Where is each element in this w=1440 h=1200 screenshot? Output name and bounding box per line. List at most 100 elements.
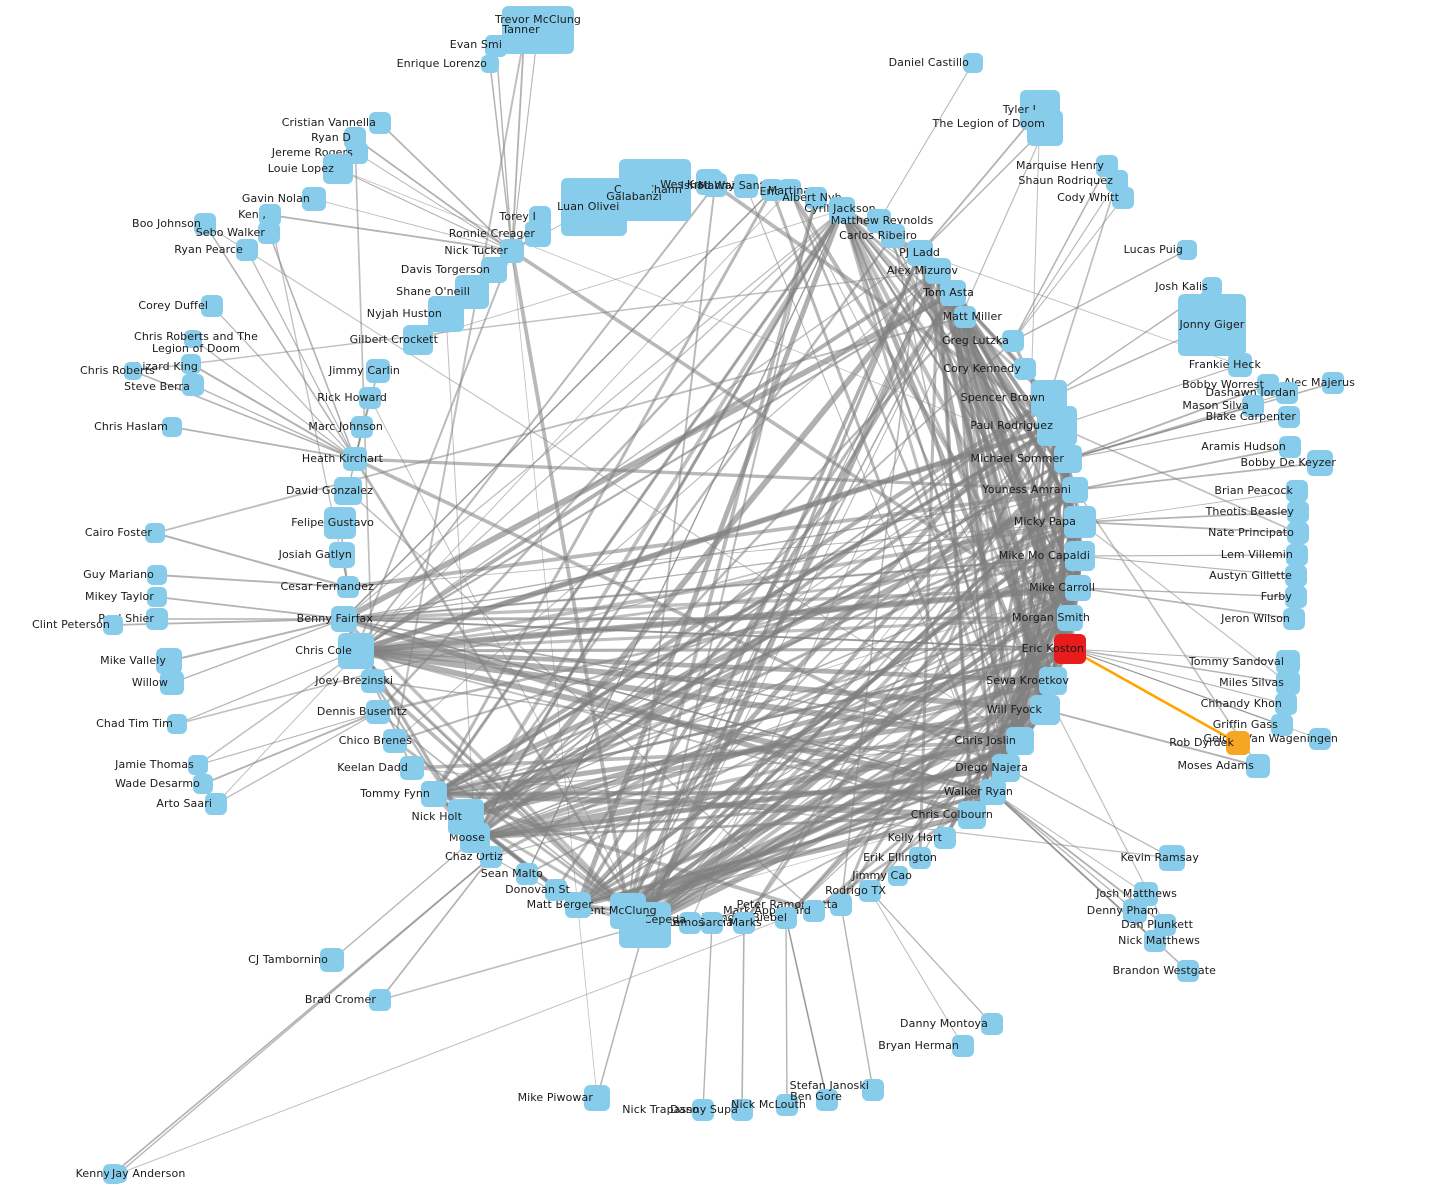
graph-node[interactable] bbox=[448, 799, 484, 835]
graph-node[interactable] bbox=[859, 880, 881, 902]
graph-node[interactable] bbox=[1286, 544, 1308, 566]
graph-node[interactable] bbox=[1246, 754, 1270, 778]
graph-node[interactable] bbox=[359, 387, 381, 409]
graph-node[interactable] bbox=[1057, 605, 1083, 631]
graph-node[interactable] bbox=[162, 417, 182, 437]
graph-node[interactable] bbox=[194, 213, 216, 235]
graph-node[interactable] bbox=[862, 1079, 884, 1101]
graph-node[interactable] bbox=[958, 801, 986, 829]
graph-node[interactable] bbox=[331, 606, 357, 632]
graph-node[interactable] bbox=[485, 35, 507, 57]
graph-node[interactable] bbox=[1106, 170, 1128, 192]
graph-node[interactable] bbox=[776, 1094, 798, 1116]
graph-node[interactable] bbox=[1027, 110, 1063, 146]
graph-node[interactable] bbox=[940, 280, 966, 306]
graph-node[interactable] bbox=[481, 55, 499, 73]
graph-node[interactable] bbox=[181, 354, 201, 374]
graph-node[interactable] bbox=[421, 781, 447, 807]
graph-node[interactable] bbox=[610, 893, 646, 929]
graph-node[interactable] bbox=[703, 173, 727, 197]
graph-node[interactable] bbox=[160, 671, 184, 695]
graph-node[interactable] bbox=[366, 700, 390, 724]
graph-node[interactable] bbox=[1276, 650, 1300, 674]
graph-node[interactable] bbox=[156, 648, 182, 674]
graph-node[interactable] bbox=[1309, 728, 1331, 750]
graph-node[interactable] bbox=[403, 325, 433, 355]
graph-node[interactable] bbox=[734, 174, 758, 198]
graph-node[interactable] bbox=[109, 1165, 127, 1183]
graph-node[interactable] bbox=[952, 1035, 974, 1057]
graph-node[interactable] bbox=[147, 587, 167, 607]
graph-node[interactable] bbox=[1039, 667, 1067, 695]
graph-node[interactable] bbox=[337, 576, 359, 598]
graph-node[interactable] bbox=[761, 179, 783, 201]
graph-node[interactable] bbox=[981, 1013, 1003, 1035]
graph-node[interactable] bbox=[701, 912, 723, 934]
graph-node[interactable] bbox=[1144, 930, 1166, 952]
graph-node[interactable] bbox=[888, 866, 908, 886]
graph-node[interactable] bbox=[934, 827, 956, 849]
graph-node[interactable] bbox=[816, 1089, 838, 1111]
graph-node[interactable] bbox=[584, 1085, 610, 1111]
graph-node[interactable] bbox=[1285, 565, 1307, 587]
graph-node[interactable] bbox=[324, 507, 356, 539]
graph-node[interactable] bbox=[182, 374, 204, 396]
graph-node[interactable] bbox=[909, 847, 931, 869]
graph-node[interactable] bbox=[184, 330, 202, 348]
graph-node[interactable] bbox=[779, 179, 801, 201]
graph-node[interactable] bbox=[124, 362, 142, 380]
graph-node[interactable] bbox=[1030, 695, 1060, 725]
graph-node[interactable] bbox=[1228, 353, 1252, 377]
graph-node[interactable] bbox=[1054, 445, 1082, 473]
graph-node[interactable] bbox=[731, 1099, 753, 1121]
graph-node[interactable] bbox=[193, 774, 213, 794]
graph-node[interactable] bbox=[803, 900, 825, 922]
graph-node[interactable] bbox=[146, 608, 168, 630]
graph-node[interactable] bbox=[1275, 693, 1297, 715]
graph-node[interactable] bbox=[1006, 727, 1034, 755]
graph-node[interactable] bbox=[1002, 330, 1024, 352]
graph-node[interactable] bbox=[1112, 187, 1134, 209]
graph-node[interactable] bbox=[334, 477, 362, 505]
graph-node[interactable] bbox=[525, 221, 551, 247]
graph-node[interactable] bbox=[147, 565, 167, 585]
graph-node[interactable] bbox=[980, 779, 1006, 805]
graph-node[interactable] bbox=[622, 181, 652, 211]
graph-node[interactable] bbox=[369, 112, 391, 134]
graph-node[interactable] bbox=[1177, 960, 1199, 982]
graph-node[interactable] bbox=[1054, 634, 1086, 664]
graph-node[interactable] bbox=[1242, 395, 1264, 417]
graph-node[interactable] bbox=[205, 793, 227, 815]
graph-node[interactable] bbox=[103, 615, 123, 635]
graph-node[interactable] bbox=[1123, 899, 1147, 923]
graph-node[interactable] bbox=[1257, 374, 1279, 396]
graph-node[interactable] bbox=[1285, 586, 1307, 608]
graph-node[interactable] bbox=[320, 948, 344, 972]
graph-node[interactable] bbox=[351, 416, 373, 438]
graph-node[interactable] bbox=[1064, 506, 1096, 538]
graph-node[interactable] bbox=[400, 756, 424, 780]
graph-node[interactable] bbox=[925, 258, 951, 284]
graph-node[interactable] bbox=[775, 907, 797, 929]
graph-node[interactable] bbox=[954, 306, 976, 328]
graph-node[interactable] bbox=[692, 1099, 714, 1121]
graph-node[interactable] bbox=[145, 523, 165, 543]
graph-node[interactable] bbox=[1276, 382, 1298, 404]
graph-node[interactable] bbox=[561, 178, 627, 236]
graph-node[interactable] bbox=[343, 447, 367, 471]
graph-node[interactable] bbox=[1037, 406, 1077, 446]
graph-node[interactable] bbox=[1159, 845, 1185, 871]
graph-node[interactable] bbox=[1271, 714, 1293, 736]
graph-node[interactable] bbox=[1283, 608, 1305, 630]
graph-node[interactable] bbox=[1014, 358, 1036, 380]
graph-node[interactable] bbox=[1177, 240, 1197, 260]
graph-node[interactable] bbox=[329, 542, 355, 568]
graph-node[interactable] bbox=[236, 239, 258, 261]
graph-node[interactable] bbox=[428, 296, 464, 332]
graph-node[interactable] bbox=[201, 295, 223, 317]
graph-node[interactable] bbox=[383, 729, 407, 753]
graph-node[interactable] bbox=[259, 204, 281, 226]
graph-node[interactable] bbox=[323, 154, 353, 184]
graph-node[interactable] bbox=[188, 755, 208, 775]
